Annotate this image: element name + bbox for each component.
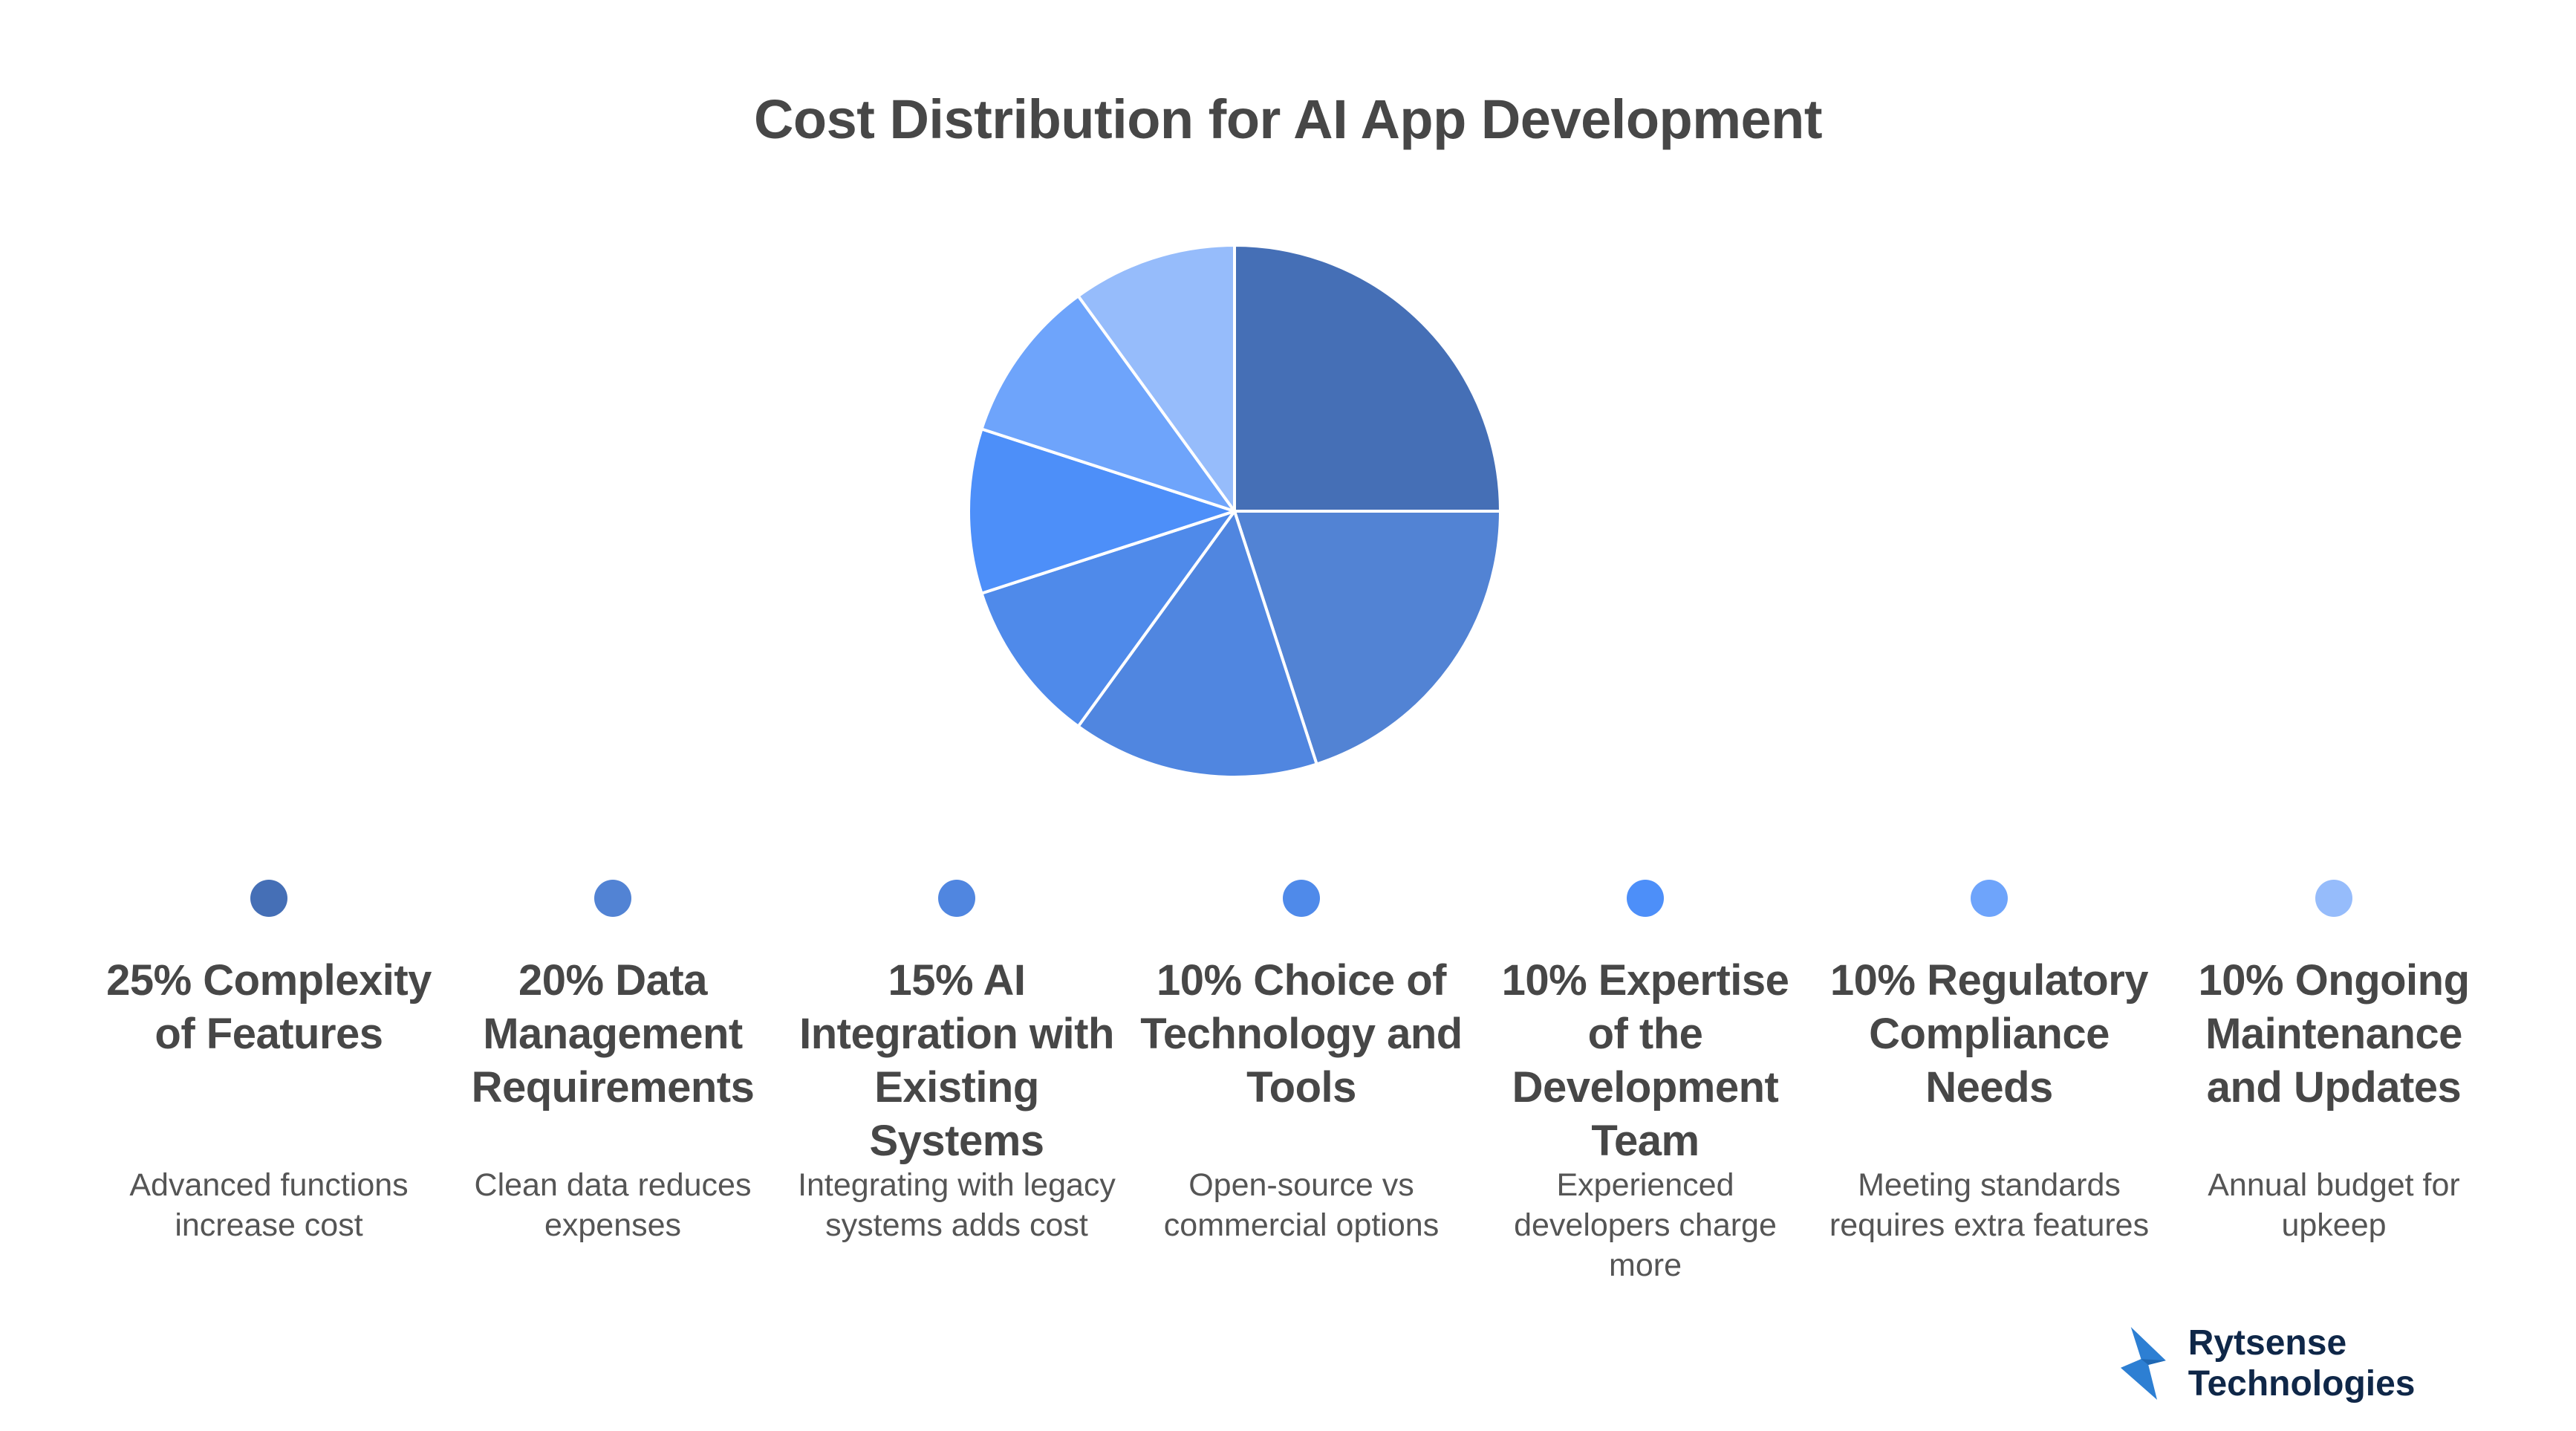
legend-description: Integrating with legacy systems adds cos… <box>798 1167 1116 1243</box>
legend-description: Advanced functions increase cost <box>129 1167 409 1243</box>
legend-item: 10% Expertise of the Development Team Ex… <box>1482 880 1809 1283</box>
legend-heading: 10% Ongoing Maintenance and Updates <box>2198 956 2470 1112</box>
legend-item: 10% Regulatory Compliance Needs Meeting … <box>1826 880 2153 1243</box>
legend-dot-icon <box>938 880 975 917</box>
chart-title: Cost Distribution for AI App Development <box>753 88 1823 150</box>
legend-dot-icon <box>1971 880 2008 917</box>
lightning-bolt-icon <box>2121 1326 2166 1401</box>
pie-slice <box>1076 510 1318 779</box>
brand-name: Rytsense Technologies <box>2188 1323 2416 1404</box>
legend-description: Open-source vs commercial options <box>1163 1167 1440 1243</box>
legend-heading: 10% Expertise of the Development Team <box>1501 956 1789 1165</box>
legend-item: 15% AI Integration with Existing Systems… <box>793 880 1120 1243</box>
legend-item: 25% Complexity of Features Advanced func… <box>105 880 432 1243</box>
legend-item: 20% Data Management Requirements Clean d… <box>449 880 776 1243</box>
legend-dot-icon <box>250 880 287 917</box>
legend-heading: 25% Complexity of Features <box>106 956 432 1058</box>
legend-dot-icon <box>1283 880 1320 917</box>
legend-dot-icon <box>594 880 631 917</box>
legend-description: Experienced developers charge more <box>1514 1167 1777 1283</box>
legend-description: Annual budget for upkeep <box>2208 1167 2460 1243</box>
brand-logo: Rytsense Technologies <box>2121 1323 2576 1404</box>
legend-heading: 20% Data Management Requirements <box>471 956 755 1112</box>
legend-item: 10% Choice of Technology and Tools Open-… <box>1138 880 1465 1243</box>
pie-slice <box>980 510 1236 728</box>
legend-dot-icon <box>1627 880 1664 917</box>
pie-slice <box>967 427 1236 595</box>
pie-slice <box>1076 244 1236 513</box>
legend-item: 10% Ongoing Maintenance and Updates Annu… <box>2170 880 2497 1243</box>
legend-heading: 15% AI Integration with Existing Systems <box>799 956 1114 1165</box>
legend-heading: 10% Choice of Technology and Tools <box>1140 956 1463 1112</box>
pie-slice <box>1233 244 1502 513</box>
legend-description: Clean data reduces expenses <box>474 1167 752 1243</box>
legend-dot-icon <box>2315 880 2352 917</box>
pie-slice <box>1233 510 1502 766</box>
legend-heading: 10% Regulatory Compliance Needs <box>1829 956 2149 1112</box>
legend-description: Meeting standards requires extra feature… <box>1829 1167 2150 1243</box>
pie-slice <box>980 294 1236 513</box>
